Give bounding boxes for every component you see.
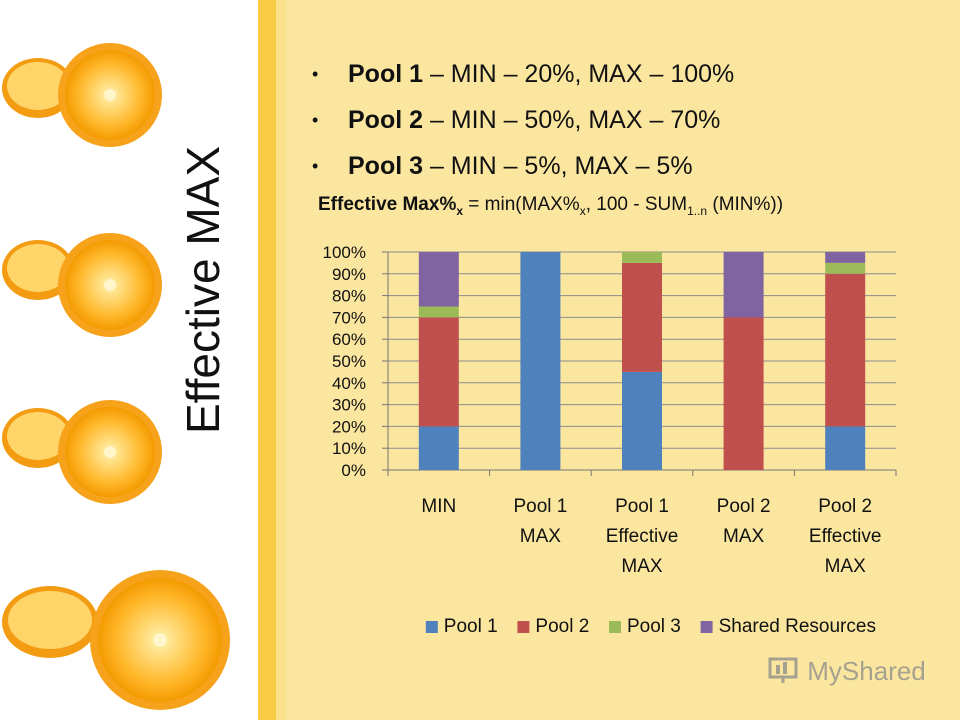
- bar-segment-pool-2: [622, 262, 662, 372]
- presentation-icon: [768, 657, 798, 683]
- orange-half-icon: [2, 233, 162, 337]
- bullet-pool-text: – MIN – 50%, MAX – 70%: [423, 106, 721, 134]
- legend-swatch: [609, 621, 621, 633]
- x-category-label-line: MIN: [421, 496, 456, 517]
- bullet-icon: •: [312, 64, 319, 84]
- orange-slices-illustration: [2, 43, 230, 710]
- bullet-pool-label: Pool 1: [348, 60, 424, 88]
- x-category-label-line: MAX: [723, 526, 765, 547]
- bar-segment-pool-1: [520, 252, 561, 470]
- x-category-label: Pool 1 MAX: [513, 496, 567, 547]
- x-category-label: Pool 1 Effective MAX: [606, 496, 679, 577]
- y-tick-label: 80%: [332, 287, 366, 306]
- y-tick-label: 50%: [332, 352, 366, 371]
- x-category-label-line: Pool 1: [513, 496, 567, 517]
- legend-label: Shared Resources: [719, 616, 876, 637]
- bullet-item-pool-3: • Pool 3 – MIN – 5%, MAX – 5%: [312, 146, 734, 192]
- slide-title: Effective MAX: [177, 145, 229, 435]
- bullet-pool-text: – MIN – 20%, MAX – 100%: [423, 60, 735, 88]
- legend-label: Pool 2: [535, 616, 589, 637]
- orange-images-panel: [0, 0, 262, 720]
- bullet-list: • Pool 1 – MIN – 20%, MAX – 100% • Pool 2 …: [312, 54, 734, 192]
- bullet-pool-label: Pool 3: [348, 152, 424, 180]
- bullet-icon: •: [312, 110, 319, 130]
- bullet-pool-label: Pool 2: [348, 106, 424, 134]
- y-tick-label: 60%: [332, 330, 366, 349]
- x-category-label: MIN: [421, 496, 456, 517]
- bar-segment-pool-2: [418, 317, 459, 427]
- x-category-label-line: MAX: [825, 556, 867, 577]
- x-category-label-line: MAX: [621, 556, 663, 577]
- watermark-text: MyShared: [807, 656, 926, 686]
- formula-sub: 1..n: [687, 203, 708, 218]
- x-category-label-line: Pool 1: [615, 496, 669, 517]
- y-tick-label: 0%: [341, 461, 366, 480]
- y-tick-label: 10%: [332, 439, 366, 458]
- watermark: MyShared: [768, 656, 926, 687]
- orange-half-icon: [2, 570, 230, 710]
- legend-swatch: [700, 621, 713, 633]
- formula-part: (MIN%)): [707, 194, 784, 215]
- formula-label-sub: x: [456, 203, 464, 218]
- bar-segment-pool-3: [825, 262, 866, 274]
- y-tick-label: 30%: [332, 396, 366, 415]
- x-category-label: Pool 2 Effective MAX: [809, 496, 882, 577]
- bar-segment-pool-2: [723, 317, 764, 470]
- bar-segment-pool-1: [825, 426, 866, 470]
- decorative-stripe: [276, 0, 286, 720]
- stacked-bar-chart: 0% 10% 20% 30% 40% 50% 60% 70% 80% 90% 100% MIN Pool…: [323, 243, 897, 637]
- formula-part: , 100 - SUM: [585, 194, 688, 215]
- legend-label: Pool 1: [444, 616, 498, 637]
- x-category-label-line: MAX: [520, 526, 562, 547]
- legend-label: Pool 3: [627, 616, 681, 637]
- bullet-icon: •: [312, 156, 319, 176]
- y-tick-label: 100%: [323, 243, 366, 262]
- bar-segment-pool-1: [418, 426, 459, 470]
- bullet-item-pool-2: • Pool 2 – MIN – 50%, MAX – 70%: [312, 100, 734, 146]
- y-tick-label: 70%: [332, 308, 366, 327]
- bar-segment-pool-2: [825, 273, 866, 427]
- legend-swatch: [517, 621, 530, 633]
- orange-half-icon: [2, 43, 162, 147]
- bar-segment-pool-3: [622, 252, 662, 263]
- x-category-label-line: Pool 2: [717, 496, 771, 517]
- formula-sub: x: [579, 203, 586, 218]
- formula-part: = min(MAX%: [463, 194, 580, 215]
- x-category-label-line: Effective: [809, 526, 882, 547]
- y-tick-label: 20%: [332, 417, 366, 436]
- y-tick-label: 40%: [332, 374, 366, 393]
- bar-segment-pool-1: [622, 371, 662, 470]
- x-category-label-line: Effective: [606, 526, 679, 547]
- bar-segment-pool-3: [418, 306, 459, 318]
- bar-segment-shared-resources: [723, 252, 764, 318]
- legend-swatch: [425, 621, 438, 633]
- y-tick-label: 90%: [332, 265, 366, 284]
- bar-segment-shared-resources: [825, 252, 866, 263]
- formula: Effective Max%x = min(MAX%x, 100 - SUM1.…: [318, 194, 783, 218]
- orange-half-icon: [2, 400, 162, 504]
- x-category-label: Pool 2 MAX: [717, 496, 771, 547]
- bullet-pool-text: – MIN – 5%, MAX – 5%: [423, 152, 693, 180]
- bullet-item-pool-1: • Pool 1 – MIN – 20%, MAX – 100%: [312, 54, 734, 100]
- bar-segment-shared-resources: [418, 252, 459, 307]
- formula-label: Effective Max%: [318, 194, 457, 215]
- x-category-label-line: Pool 2: [818, 496, 872, 517]
- decorative-stripe: [258, 0, 276, 720]
